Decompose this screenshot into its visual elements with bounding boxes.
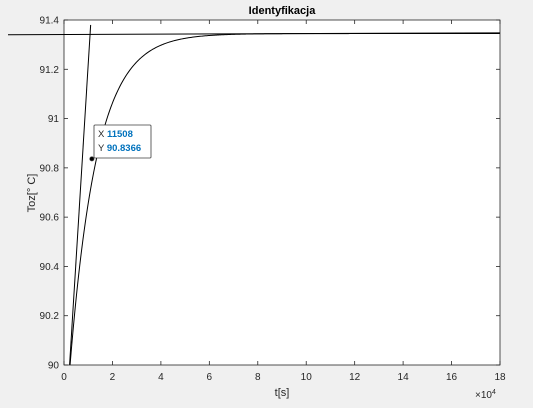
y-tick-label: 90.4 <box>40 262 60 273</box>
y-tick-label: 90 <box>48 361 60 372</box>
datatip[interactable]: X 11508 Y 90.8366 <box>89 124 152 162</box>
datatip-x-value: 11508 <box>107 129 133 140</box>
series-steady-state-line <box>7 32 501 36</box>
x-tick-label: 6 <box>207 372 213 383</box>
y-tick-label: 90.8 <box>40 163 60 174</box>
datatip-y-row: Y 90.8366 <box>98 143 141 154</box>
x-tick-label: 2 <box>110 372 116 383</box>
x-tick-label: 16 <box>446 372 458 383</box>
x-tick-label: 8 <box>255 372 261 383</box>
y-tick-label: 91.2 <box>40 65 60 76</box>
datatip-y-value: 90.8366 <box>107 143 141 154</box>
x-tick-label: 10 <box>301 372 313 383</box>
ticks-layer: 0 2 4 6 8 10 12 14 16 18 90 90.2 90.4 90.6 90.8 91 91.2 9… <box>40 16 506 384</box>
chart-title: Identyfikacja <box>249 5 317 17</box>
axes-box <box>63 19 501 366</box>
x-tick-label: 18 <box>494 372 506 383</box>
y-tick-label: 91 <box>48 114 60 125</box>
datatip-marker[interactable] <box>89 156 95 162</box>
datatip-x-label: X <box>98 129 105 140</box>
y-tick-label: 91.4 <box>40 16 60 27</box>
x-tick-label: 14 <box>398 372 410 383</box>
datatip-box <box>93 124 152 159</box>
x-tick-label: 12 <box>349 372 361 383</box>
datatip-x-row: X 11508 <box>98 129 133 140</box>
y-axis-label: Toz[° C] <box>26 174 38 213</box>
y-tick-label: 90.2 <box>40 311 60 322</box>
datatip-y-label: Y <box>98 143 105 154</box>
x-tick-label: 4 <box>158 372 164 383</box>
series-tangent-line <box>69 24 92 365</box>
y-tick-label: 90.6 <box>40 213 60 224</box>
x-axis-label: t[s] <box>275 387 290 399</box>
x-exponent-label: ×104 <box>475 389 496 401</box>
plot-area <box>64 20 500 365</box>
x-tick-label: 0 <box>61 372 67 383</box>
